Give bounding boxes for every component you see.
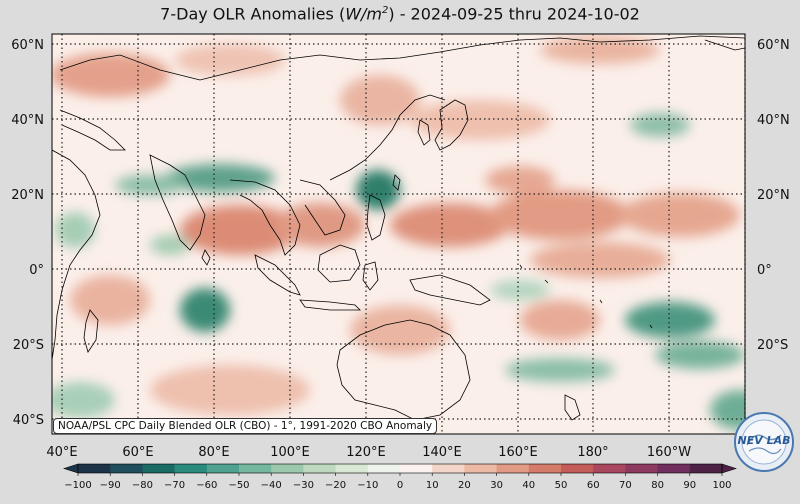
colorbar-swatch: [528, 464, 562, 473]
lon-label: 160°E: [498, 445, 538, 460]
colorbar-tick-label: 0: [397, 480, 403, 491]
colorbar-tick-label: −90: [100, 480, 121, 491]
colorbar-tick-label: 50: [555, 480, 568, 491]
colorbar-swatch: [561, 464, 594, 473]
nevlab-logo: NEV LAB: [733, 411, 795, 473]
colorbar-swatch: [657, 464, 691, 473]
lon-labels: 40°E 60°E 80°E 100°E 120°E 140°E 160°E 1…: [46, 445, 761, 460]
colorbar-swatch: [625, 464, 659, 473]
colorbar-tick-label: −10: [357, 480, 378, 491]
lat-labels-left: 60°N 40°N 20°N 0° 20°S 40°S: [11, 38, 44, 428]
colorbar-tick-label: 70: [619, 480, 632, 491]
lat-label: 20°N: [11, 188, 44, 203]
colorbar-tick-label: 90: [683, 480, 696, 491]
colorbar-swatch: [206, 464, 240, 473]
colorbar-swatch: [432, 464, 465, 473]
colorbar-swatch: [239, 464, 272, 473]
colorbar-tick-label: 80: [651, 480, 664, 491]
lon-label: 140°E: [422, 445, 462, 460]
lon-label: 160°W: [647, 445, 691, 460]
lon-label: 60°E: [122, 445, 153, 460]
colorbar-swatch: [496, 464, 530, 473]
lon-label: 120°E: [346, 445, 386, 460]
colorbar-swatch: [303, 464, 337, 473]
colorbar-swatch: [689, 464, 723, 473]
colorbar: −100 −90 −80 −70 −60 −50 −40 −30 −20 −10 0 10 20 30 40…: [63, 463, 737, 491]
colorbar-tick-label: −70: [164, 480, 185, 491]
title-suffix: ) - 2024-09-25 thru 2024-10-02: [388, 4, 640, 24]
lat-labels-right: 60°N 40°N 20°N 0° 20°S: [757, 38, 790, 353]
lat-label: 0°: [29, 263, 44, 278]
title-prefix: 7-Day OLR Anomalies (: [160, 4, 346, 24]
colorbar-tick-label: −30: [293, 480, 314, 491]
lon-label: 100°E: [270, 445, 310, 460]
logo-text: NEV LAB: [738, 434, 791, 447]
lon-label: 80°E: [198, 445, 229, 460]
colorbar-tick-label: −100: [64, 480, 91, 491]
page-title: 7-Day OLR Anomalies (W/m2) - 2024-09-25 …: [0, 0, 800, 24]
lat-label: 20°S: [757, 338, 788, 353]
colorbar-tick-label: 40: [522, 480, 535, 491]
colorbar-swatch: [335, 464, 369, 473]
lat-label: 60°N: [757, 38, 790, 53]
colorbar-swatch: [142, 464, 176, 473]
colorbar-tick-label: −80: [132, 480, 153, 491]
colorbar-swatch: [464, 464, 498, 473]
lon-label: 180°: [577, 445, 608, 460]
coastlines: [52, 35, 745, 421]
colorbar-under-arrow: [63, 463, 79, 474]
colorbar-swatch: [593, 464, 626, 473]
map-frame: [51, 33, 746, 435]
anomaly-field: [52, 36, 745, 430]
lat-label: 40°N: [11, 113, 44, 128]
colorbar-tick-label: 30: [490, 480, 503, 491]
colorbar-tick-label: 100: [712, 480, 731, 491]
colorbar-tick-label: 20: [458, 480, 471, 491]
colorbar-swatch: [271, 464, 304, 473]
colorbar-tick-label: −20: [325, 480, 346, 491]
title-unit: W/m: [345, 4, 382, 24]
colorbar-swatch: [367, 464, 401, 473]
lat-label: 0°: [757, 263, 772, 278]
lat-label: 40°S: [13, 413, 44, 428]
colorbar-tick-label: −50: [228, 480, 249, 491]
colorbar-swatch: [78, 464, 111, 473]
lat-label: 20°S: [13, 338, 44, 353]
lat-label: 40°N: [757, 113, 790, 128]
colorbar-tick-label: 60: [587, 480, 600, 491]
colorbar-tick-label: −60: [196, 480, 217, 491]
lat-label: 60°N: [11, 38, 44, 53]
title-unit-exponent: 2: [381, 5, 389, 16]
lon-label: 40°E: [46, 445, 77, 460]
data-credit: NOAA/PSL CPC Daily Blended OLR (CBO) - 1…: [53, 418, 438, 434]
colorbar-swatch: [400, 464, 433, 473]
colorbar-swatch: [110, 464, 143, 473]
colorbar-tick-label: −40: [261, 480, 282, 491]
colorbar-tick-label: 10: [426, 480, 439, 491]
colorbar-swatch: [174, 464, 208, 473]
lat-label: 20°N: [757, 188, 790, 203]
